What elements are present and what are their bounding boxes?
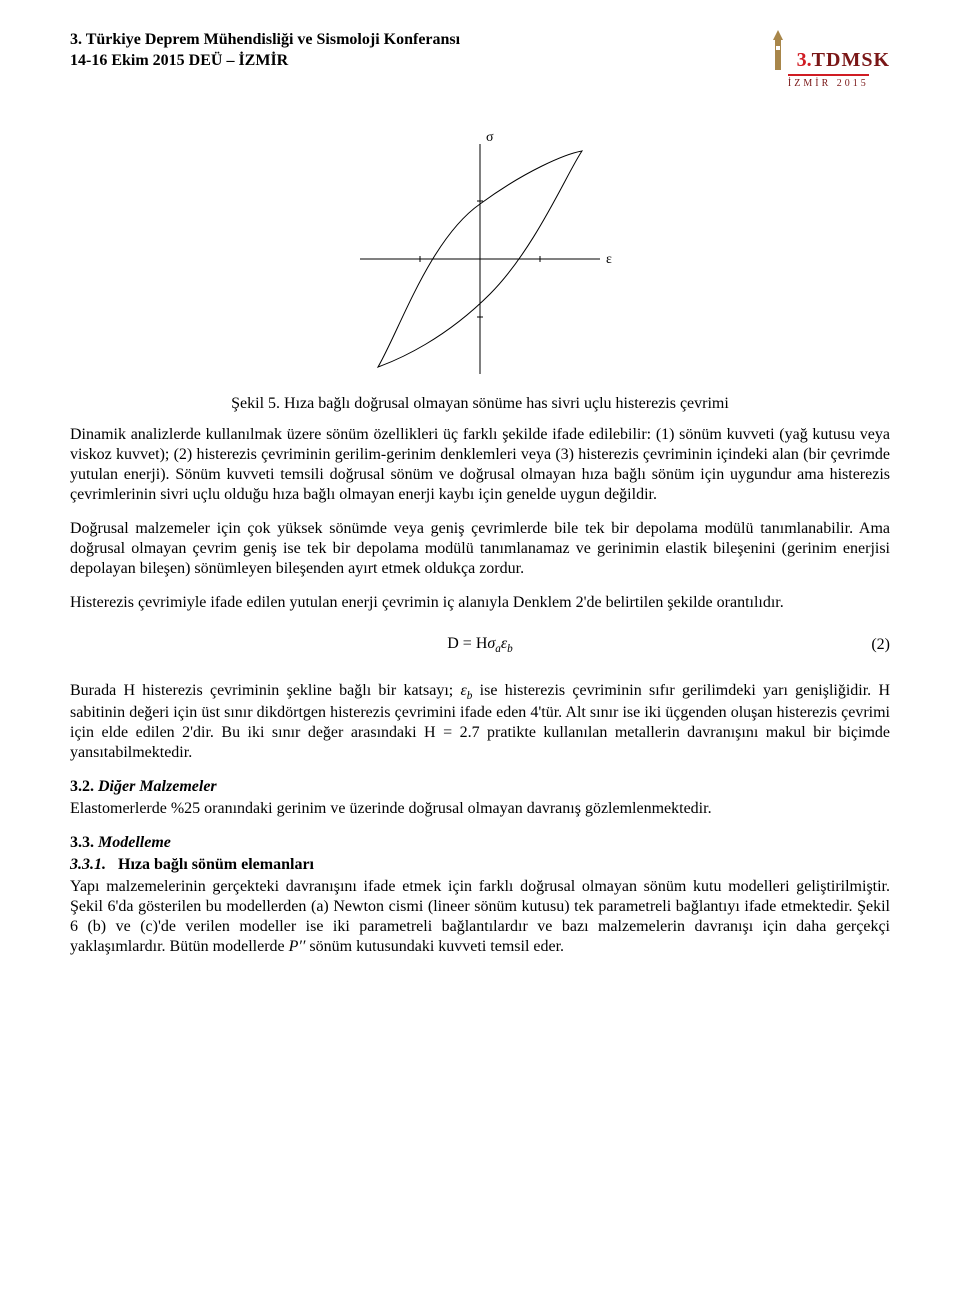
axis-label-epsilon: ε: [606, 252, 612, 267]
conference-header: 3. Türkiye Deprem Mühendisliği ve Sismol…: [70, 30, 460, 72]
paragraph-4a: Burada H histerezis çevriminin şekline b…: [70, 682, 460, 699]
paragraph-3: Histerezis çevrimiyle ifade edilen yutul…: [70, 593, 890, 613]
eq-sub-b: b: [507, 643, 513, 655]
sec32-title: Diğer Malzemeler: [94, 778, 217, 795]
sec32-num: 3.2.: [70, 778, 94, 795]
hysteresis-svg: σ ε: [330, 129, 630, 389]
axis-label-sigma: σ: [486, 130, 494, 145]
sec33-title: Modelleme: [94, 834, 171, 851]
figure-caption: Şekil 5. Hıza bağlı doğrusal olmayan sön…: [70, 395, 890, 413]
paragraph-6: Yapı malzemelerinin gerçekteki davranışı…: [70, 877, 890, 957]
p-double-prime: P′′: [289, 938, 306, 955]
sec331-title: Hıza bağlı sönüm elemanları: [118, 856, 314, 873]
page-header: 3. Türkiye Deprem Mühendisliği ve Sismol…: [70, 30, 890, 89]
logo-subtitle: İZMİR 2015: [788, 74, 869, 89]
conference-logo: 3.TDMSK İZMİR 2015: [767, 30, 890, 89]
paragraph-4: Burada H histerezis çevriminin şekline b…: [70, 681, 890, 763]
section-3-3-1-head: 3.3.1. Hıza bağlı sönüm elemanları: [70, 855, 890, 875]
equation-2: D = Hσaεb (2): [70, 635, 890, 655]
clock-tower-icon: [767, 30, 789, 72]
eq-prefix: D = H: [447, 635, 487, 652]
paragraph-1: Dinamik analizlerde kullanılmak üzere sö…: [70, 425, 890, 505]
logo-prefix: 3.: [797, 49, 812, 71]
paragraph-6b: sönüm kutusundaki kuvveti temsil eder.: [305, 938, 564, 955]
section-3-3-head: 3.3. Modelleme: [70, 833, 890, 853]
paragraph-5: Elastomerlerde %25 oranındaki gerinim ve…: [70, 799, 890, 819]
paragraph-2: Doğrusal malzemeler için çok yüksek sönü…: [70, 519, 890, 579]
logo-main: TDMSK: [812, 49, 890, 71]
header-line-1: 3. Türkiye Deprem Mühendisliği ve Sismol…: [70, 30, 460, 51]
sec33-num: 3.3.: [70, 834, 94, 851]
hysteresis-figure: σ ε: [70, 129, 890, 389]
sec331-num: 3.3.1.: [70, 856, 106, 873]
equation-number: (2): [871, 636, 890, 654]
section-3-2-head: 3.2. Diğer Malzemeler: [70, 777, 890, 797]
header-line-2: 14-16 Ekim 2015 DEÜ – İZMİR: [70, 51, 460, 72]
